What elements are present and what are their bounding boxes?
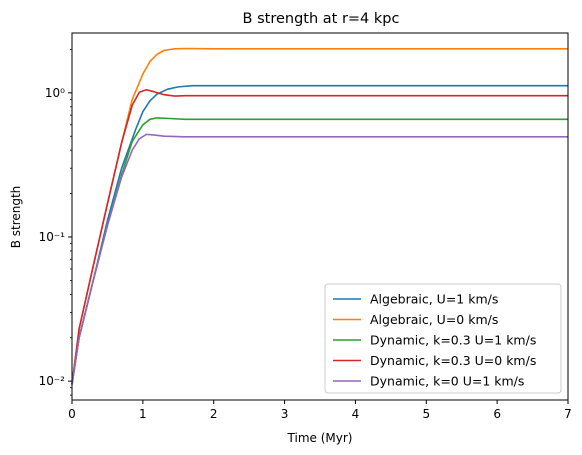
x-tick-label: 1 <box>139 407 147 421</box>
legend-label-1: Algebraic, U=1 km/s <box>370 292 498 307</box>
legend-box <box>324 283 562 394</box>
x-tick-label: 7 <box>564 407 572 421</box>
series-layer <box>71 47 568 385</box>
x-tick-label: 0 <box>68 407 76 421</box>
legend-label-5: Dynamic, k=0 U=1 km/s <box>370 374 524 389</box>
chart-title: B strength at r=4 kpc <box>243 11 400 27</box>
x-axis: 0 1 2 3 4 5 6 7 <box>68 400 572 421</box>
x-tick-label: 2 <box>210 407 218 421</box>
legend-label-3: Dynamic, k=0.3 U=1 km/s <box>370 333 536 348</box>
y-axis: 10⁻² 10⁻¹ 10⁰ <box>39 49 72 396</box>
series-line-5 <box>71 133 568 385</box>
legend: Algebraic, U=1 km/s Algebraic, U=0 km/s Dy… <box>324 283 562 394</box>
series-line-1 <box>71 84 568 385</box>
x-tick-label: 4 <box>352 407 360 421</box>
legend-label-4: Dynamic, k=0.3 U=0 km/s <box>370 353 536 368</box>
y-tick-label: 10⁻¹ <box>39 230 66 244</box>
series-line-4 <box>71 88 568 385</box>
y-tick-label: 10⁻² <box>39 374 66 388</box>
plot-frame <box>71 32 569 401</box>
x-tick-label: 3 <box>281 407 289 421</box>
y-axis-label: B strength <box>9 186 23 249</box>
legend-label-2: Algebraic, U=0 km/s <box>370 312 498 327</box>
plot-area <box>71 32 569 401</box>
y-tick-label: 10⁰ <box>45 86 65 100</box>
x-tick-label: 6 <box>493 407 501 421</box>
x-tick-label: 5 <box>422 407 430 421</box>
x-axis-label: Time (Myr) <box>287 431 353 445</box>
